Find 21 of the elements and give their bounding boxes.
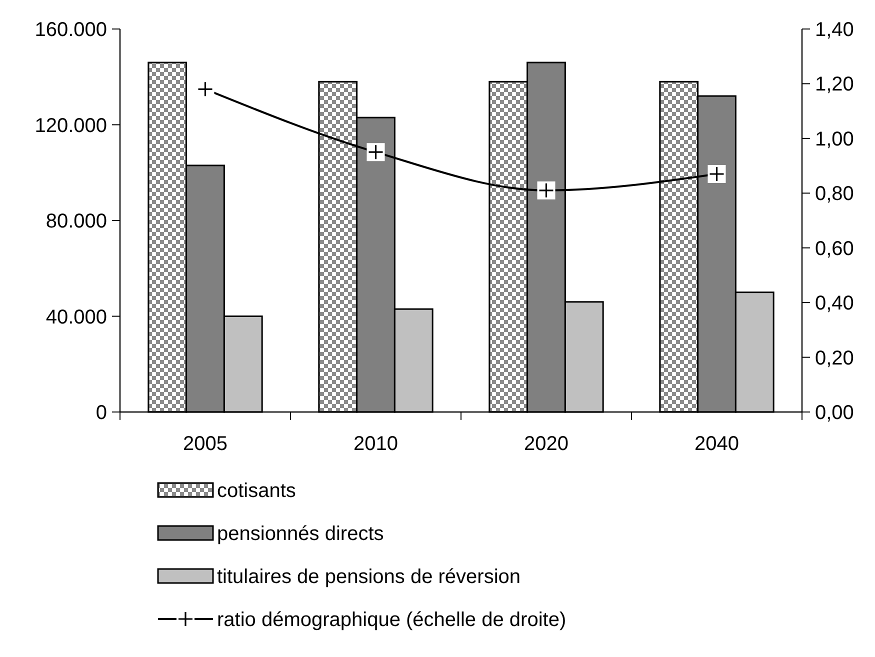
y2-tick-label: 0,40 <box>815 292 854 315</box>
y-tick-label: 80.000 <box>46 210 107 232</box>
y2-tick-label: 1,20 <box>815 74 854 96</box>
y-tick-label: 120.000 <box>34 114 107 137</box>
legend-label: pensionnés directs <box>217 523 384 545</box>
x-tick-label: 2005 <box>183 433 228 455</box>
y2-tick-label: 1,00 <box>815 128 854 150</box>
y2-tick-label: 0,80 <box>815 183 854 206</box>
y-tick-label: 40.000 <box>46 306 107 328</box>
x-tick-label: 2040 <box>694 433 739 455</box>
y2-tick-label: 1,40 <box>815 19 854 41</box>
y2-tick-label: 0,00 <box>815 402 854 424</box>
legend-label: ratio démographique (échelle de droite) <box>217 609 566 631</box>
legend-label: titulaires de pensions de réversion <box>217 566 521 588</box>
y2-tick-label: 0,20 <box>815 347 854 370</box>
x-tick-label: 2020 <box>524 433 568 455</box>
y-tick-label: 160.000 <box>34 19 107 41</box>
y2-tick-label: 0,60 <box>815 238 854 260</box>
x-tick-label: 2010 <box>354 433 398 455</box>
y-tick-label: 0 <box>96 402 107 424</box>
legend-label: cotisants <box>217 480 296 502</box>
